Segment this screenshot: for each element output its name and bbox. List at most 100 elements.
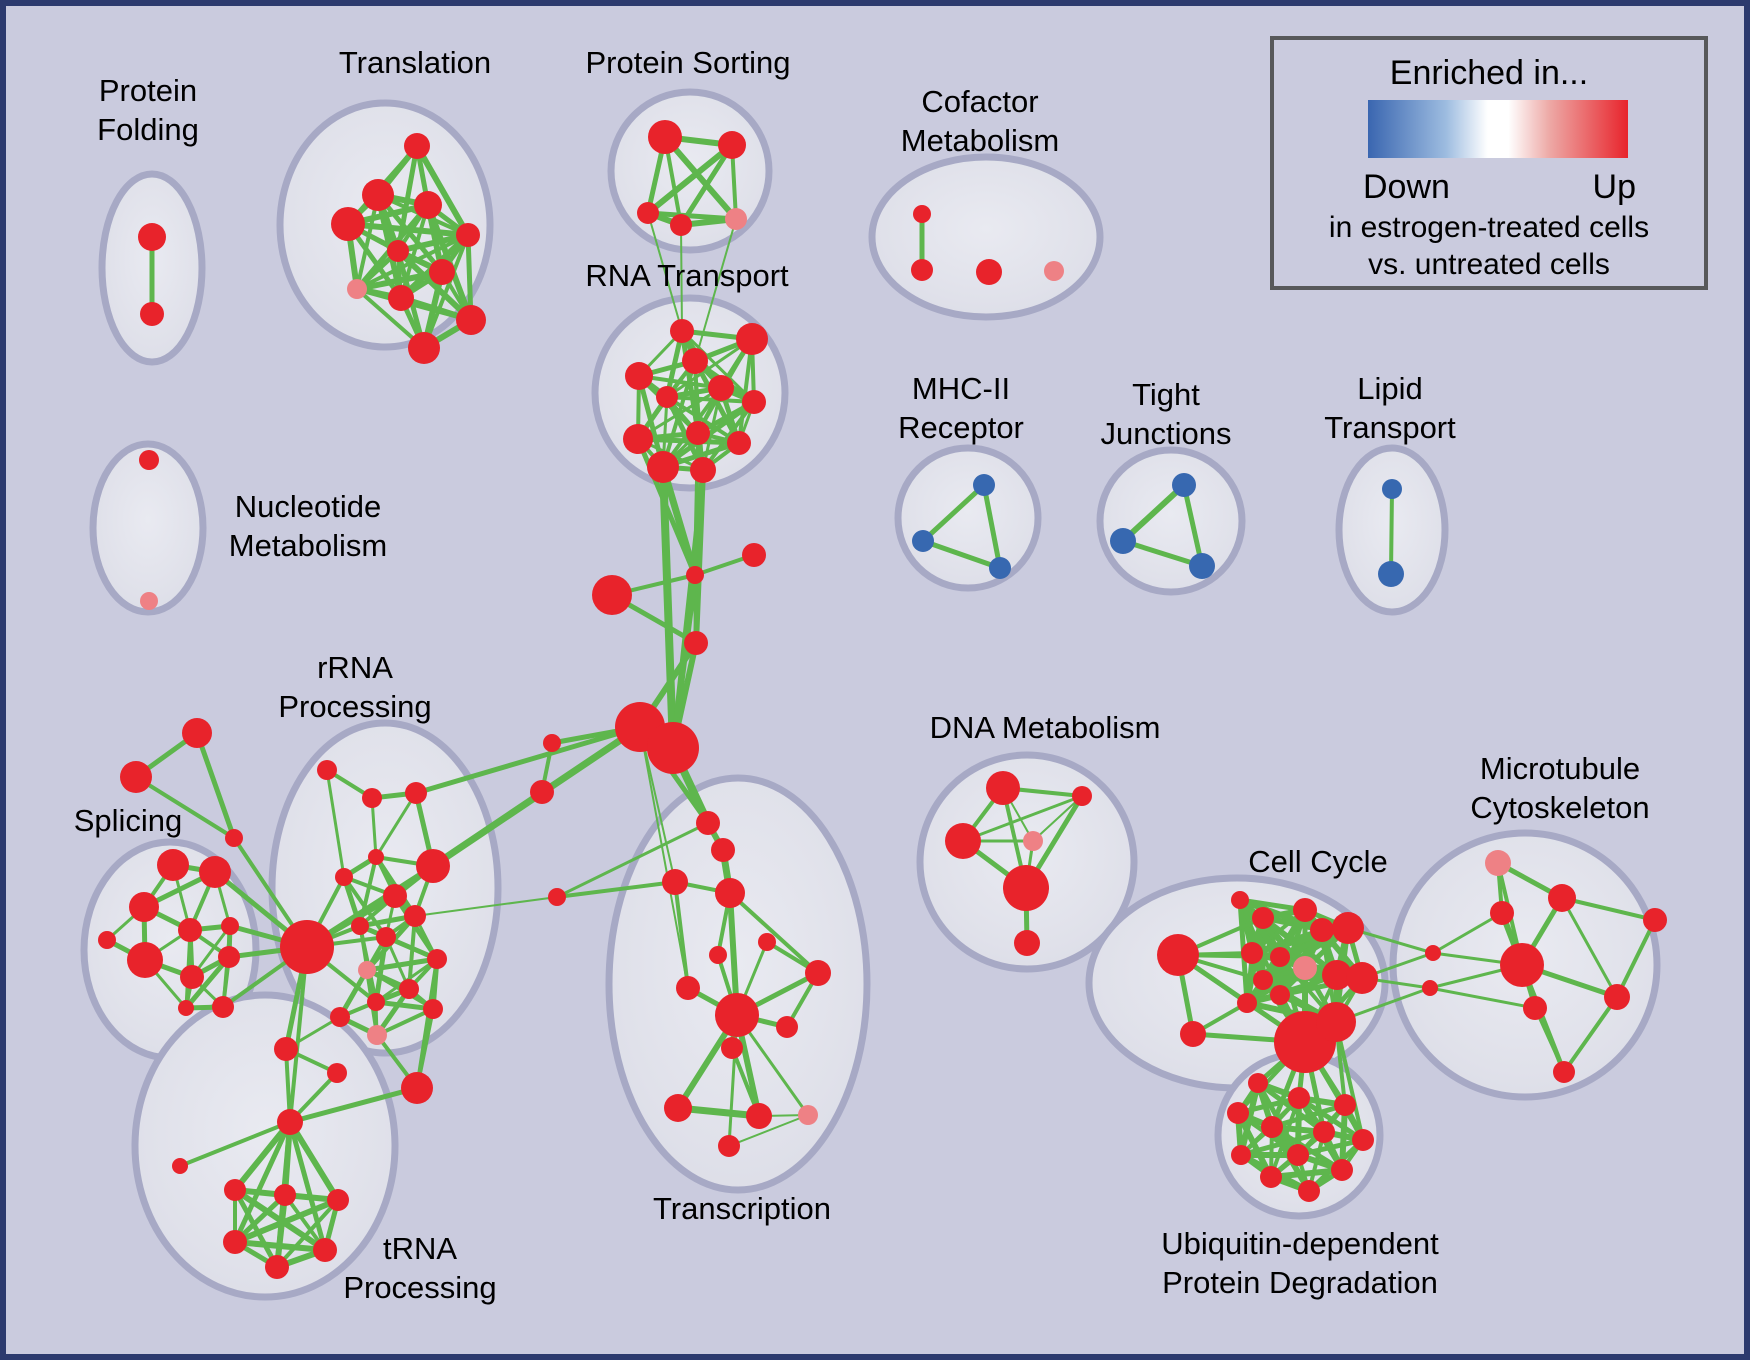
node-CHUB2 bbox=[1316, 1002, 1356, 1042]
node-M3 bbox=[592, 575, 632, 615]
node-TR10 bbox=[805, 960, 831, 986]
node-C1 bbox=[1157, 934, 1199, 976]
edge bbox=[694, 218, 737, 362]
cluster-label-lipid-transport: Lipid Transport bbox=[1324, 371, 1456, 445]
cluster-label-microtubule-cytoskeleton: Microtubule Cytoskeleton bbox=[1470, 751, 1649, 825]
node-B1 bbox=[1425, 945, 1441, 961]
node-RT9 bbox=[623, 424, 653, 454]
node-R7 bbox=[383, 884, 407, 908]
edge bbox=[555, 821, 710, 899]
node-PF2 bbox=[140, 302, 164, 326]
cluster-label-tight-junctions: Tight Junctions bbox=[1101, 377, 1232, 451]
node-TR7 bbox=[548, 888, 566, 906]
node-D2 bbox=[1072, 786, 1092, 806]
node-R12 bbox=[358, 961, 376, 979]
edge bbox=[920, 482, 987, 544]
node-TR9 bbox=[709, 946, 727, 964]
edge bbox=[374, 791, 418, 859]
node-TJ2 bbox=[1110, 528, 1136, 554]
node-TR11 bbox=[676, 976, 700, 1000]
edge bbox=[1032, 795, 1083, 842]
legend-up-label: Up bbox=[1593, 168, 1636, 206]
edge bbox=[673, 880, 690, 990]
node-RT2 bbox=[736, 323, 768, 355]
edge bbox=[288, 945, 309, 1124]
edge bbox=[635, 436, 742, 446]
node-SP9 bbox=[218, 946, 240, 968]
cluster-ellipse-nucleotide-metabolism bbox=[89, 440, 207, 616]
legend-gradient-bar bbox=[1368, 100, 1628, 158]
edge bbox=[920, 538, 1003, 571]
cluster-ellipse-dna-metabolism bbox=[916, 751, 1138, 973]
node-SP11 bbox=[212, 996, 234, 1018]
edge bbox=[232, 1119, 293, 1193]
edge bbox=[232, 1187, 280, 1270]
node-C8 bbox=[1270, 947, 1290, 967]
node-ST1 bbox=[182, 718, 212, 748]
node-C4 bbox=[1293, 898, 1317, 922]
edge bbox=[662, 134, 739, 222]
node-C7 bbox=[1241, 942, 1263, 964]
node-NM1 bbox=[139, 450, 159, 470]
node-D3 bbox=[945, 823, 981, 859]
cluster-label-rrna-processing: rRNA Processing bbox=[278, 650, 431, 724]
edge bbox=[1562, 995, 1619, 1074]
edge bbox=[1120, 482, 1187, 544]
node-B2 bbox=[1422, 980, 1438, 996]
node-C12 bbox=[1270, 985, 1290, 1005]
edge bbox=[1615, 918, 1657, 999]
cluster-label-translation: Translation bbox=[339, 45, 491, 80]
node-SP7 bbox=[127, 942, 163, 978]
node-MT1 bbox=[1485, 850, 1511, 876]
edge bbox=[555, 880, 677, 899]
node-U6 bbox=[1313, 1121, 1335, 1143]
edge bbox=[1295, 1137, 1366, 1158]
edge bbox=[1431, 911, 1504, 955]
node-R2 bbox=[362, 788, 382, 808]
node-TN5 bbox=[313, 1238, 337, 1262]
edge bbox=[680, 329, 756, 404]
node-SP10 bbox=[178, 1000, 194, 1016]
node-R13 bbox=[399, 979, 419, 999]
edge bbox=[647, 212, 683, 332]
node-PS4 bbox=[670, 214, 692, 236]
edge bbox=[659, 463, 677, 752]
edge bbox=[1120, 538, 1205, 569]
node-MT7 bbox=[1553, 1061, 1575, 1083]
node-R14 bbox=[367, 993, 385, 1011]
cluster-label-transcription: Transcription bbox=[653, 1191, 831, 1226]
node-SP4 bbox=[178, 918, 202, 942]
node-RT3 bbox=[682, 348, 708, 374]
edge bbox=[415, 957, 439, 1090]
edge bbox=[178, 1120, 292, 1168]
edge bbox=[1428, 986, 1537, 1010]
node-TN0 bbox=[277, 1109, 303, 1135]
node-MT4 bbox=[1500, 943, 1544, 987]
edge bbox=[693, 431, 700, 577]
edge bbox=[1238, 898, 1307, 970]
node-R21 bbox=[330, 1007, 350, 1027]
node-T11 bbox=[408, 332, 440, 364]
node-MT3 bbox=[1490, 901, 1514, 925]
node-NM2 bbox=[140, 592, 158, 610]
edge bbox=[414, 896, 558, 917]
node-RT5 bbox=[656, 386, 678, 408]
edge bbox=[355, 193, 380, 291]
node-LP2 bbox=[1378, 561, 1404, 587]
node-TR2 bbox=[530, 780, 554, 804]
node-D6 bbox=[1014, 930, 1040, 956]
node-T10 bbox=[456, 305, 486, 335]
node-TR6 bbox=[715, 878, 745, 908]
edge bbox=[345, 221, 471, 238]
node-TR18 bbox=[718, 1135, 740, 1157]
node-TJ1 bbox=[1172, 473, 1196, 497]
node-TR8 bbox=[758, 933, 776, 951]
edge bbox=[194, 730, 237, 841]
cluster-label-ubiquitin-degradation: Ubiquitin-dependent Protein Degradation bbox=[1161, 1226, 1439, 1300]
node-HUB2 bbox=[647, 722, 699, 774]
cluster-label-trna-processing: tRNA Processing bbox=[343, 1231, 496, 1305]
node-C6 bbox=[1332, 912, 1364, 944]
node-R4 bbox=[368, 849, 384, 865]
node-U3 bbox=[1334, 1094, 1356, 1116]
edge bbox=[701, 400, 756, 472]
